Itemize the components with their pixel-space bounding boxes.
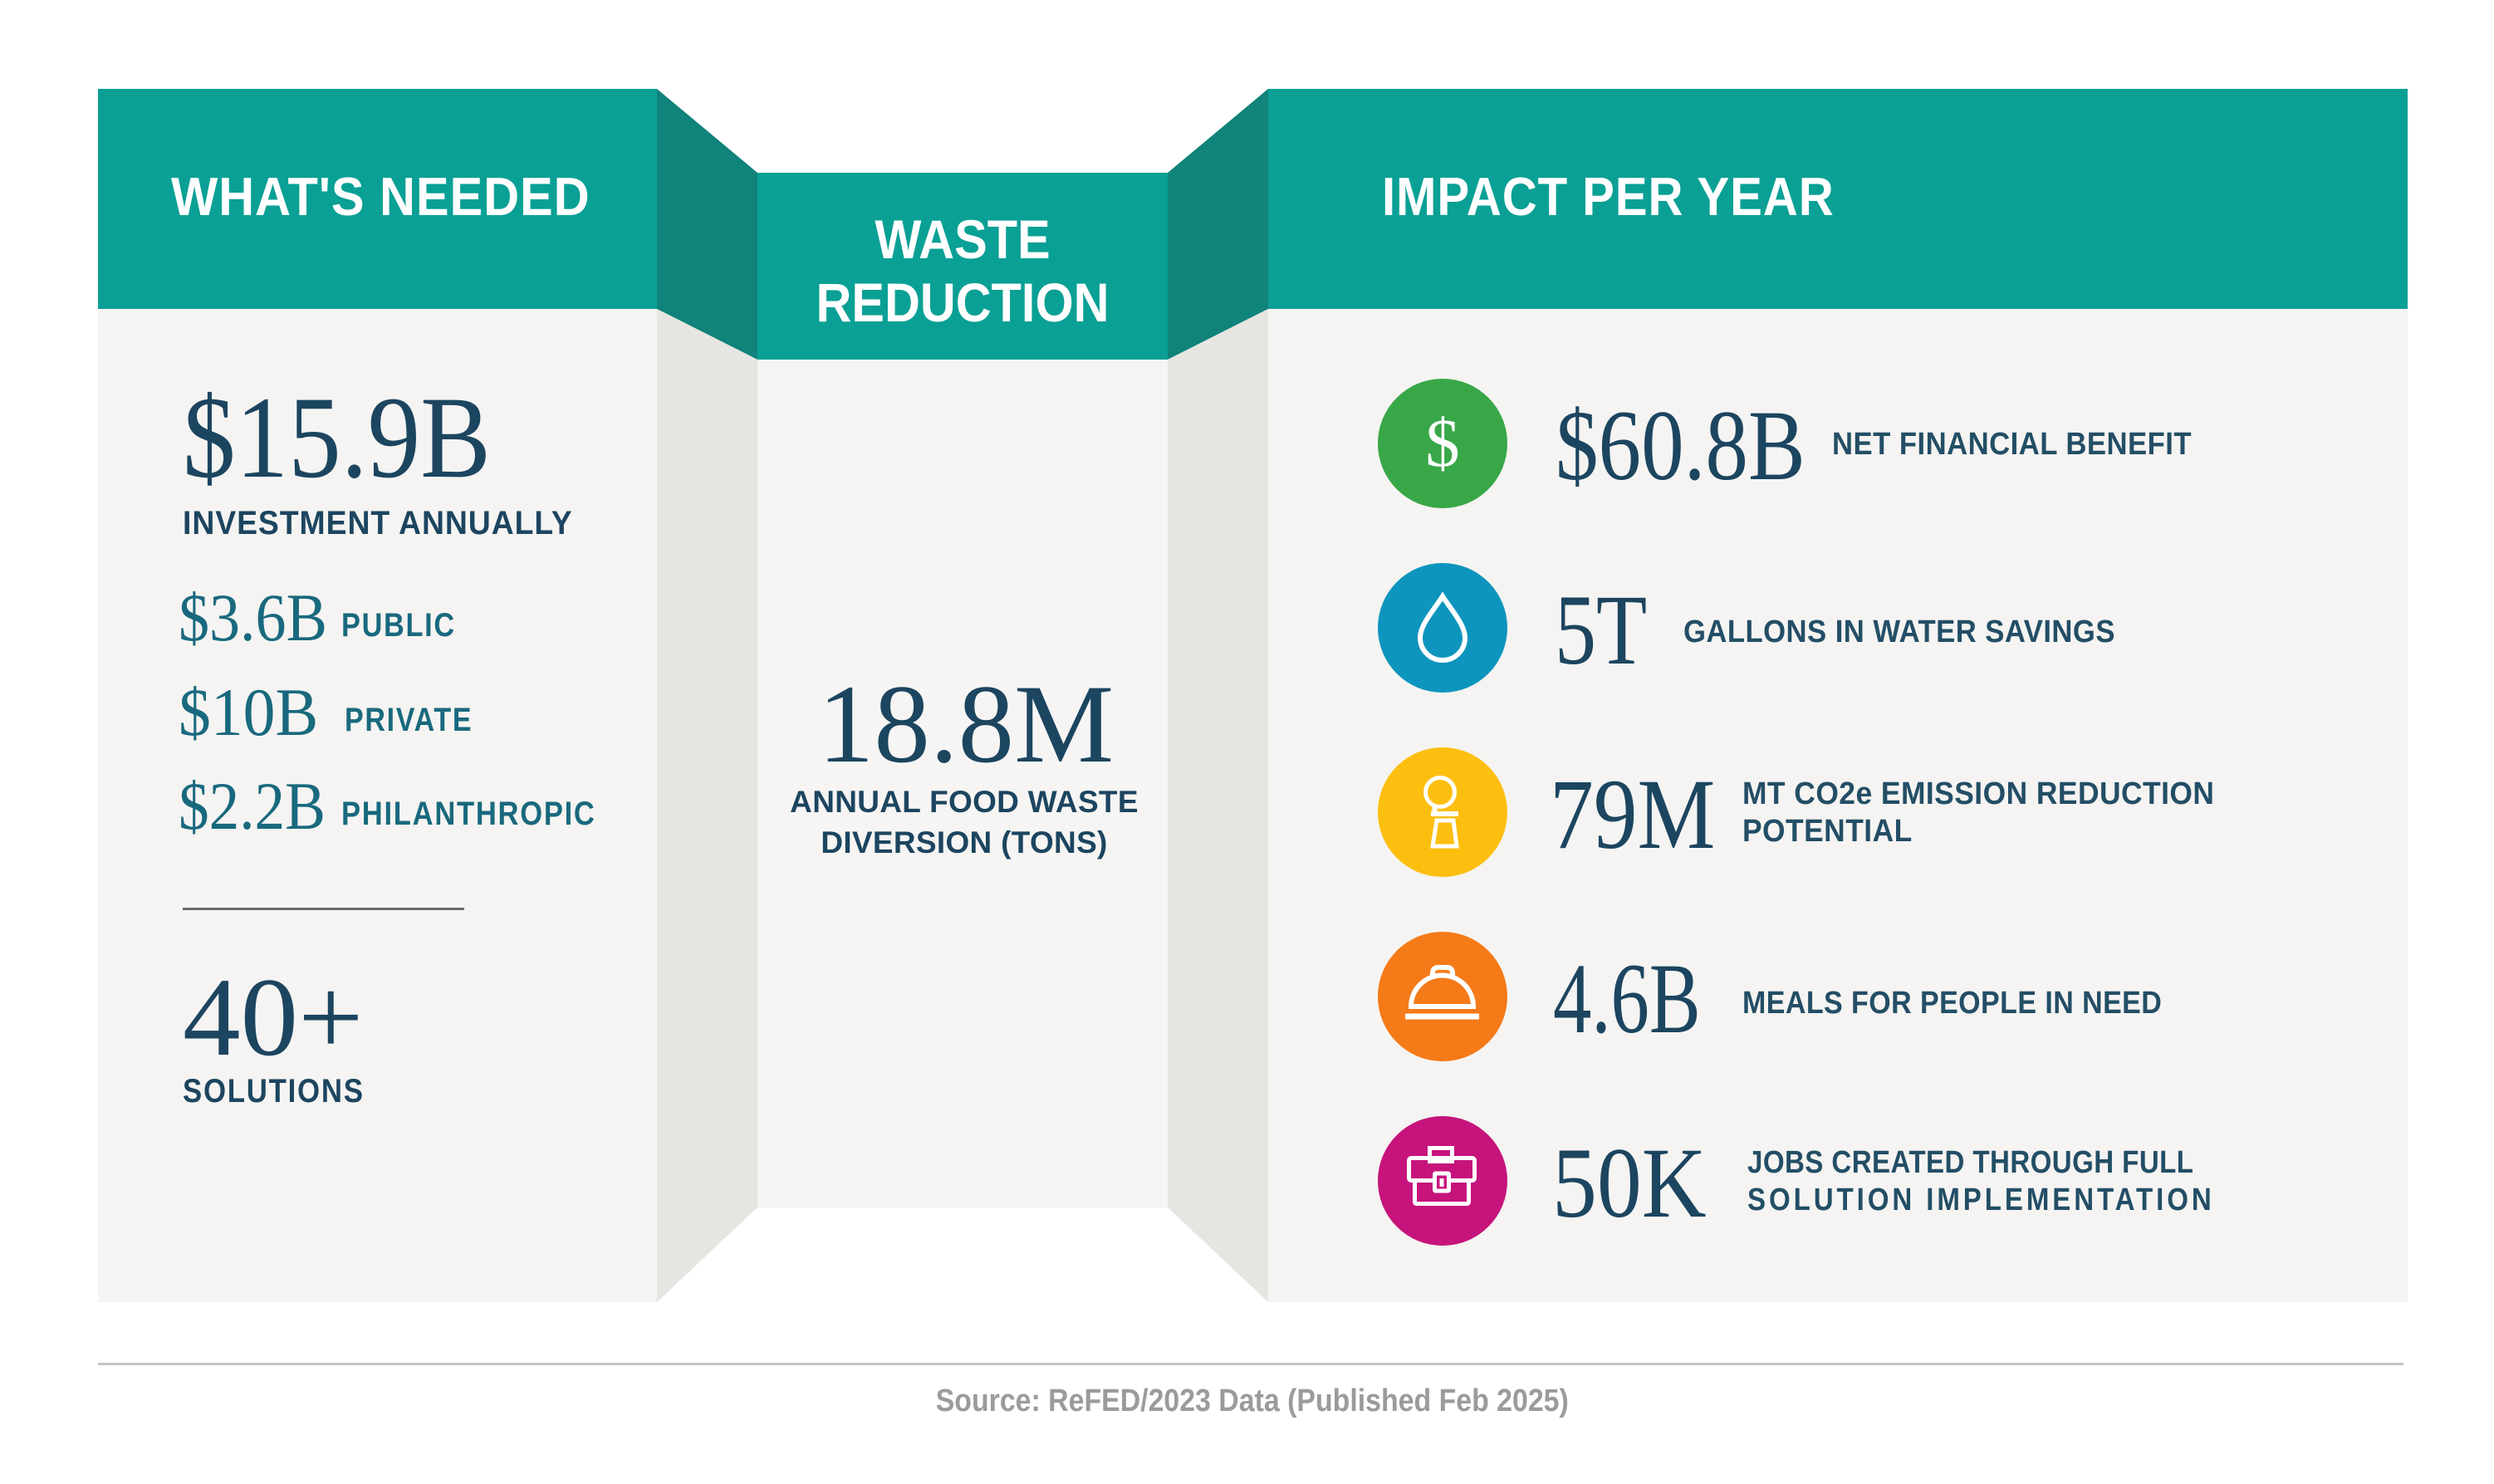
- svg-text:$: $: [1425, 404, 1460, 481]
